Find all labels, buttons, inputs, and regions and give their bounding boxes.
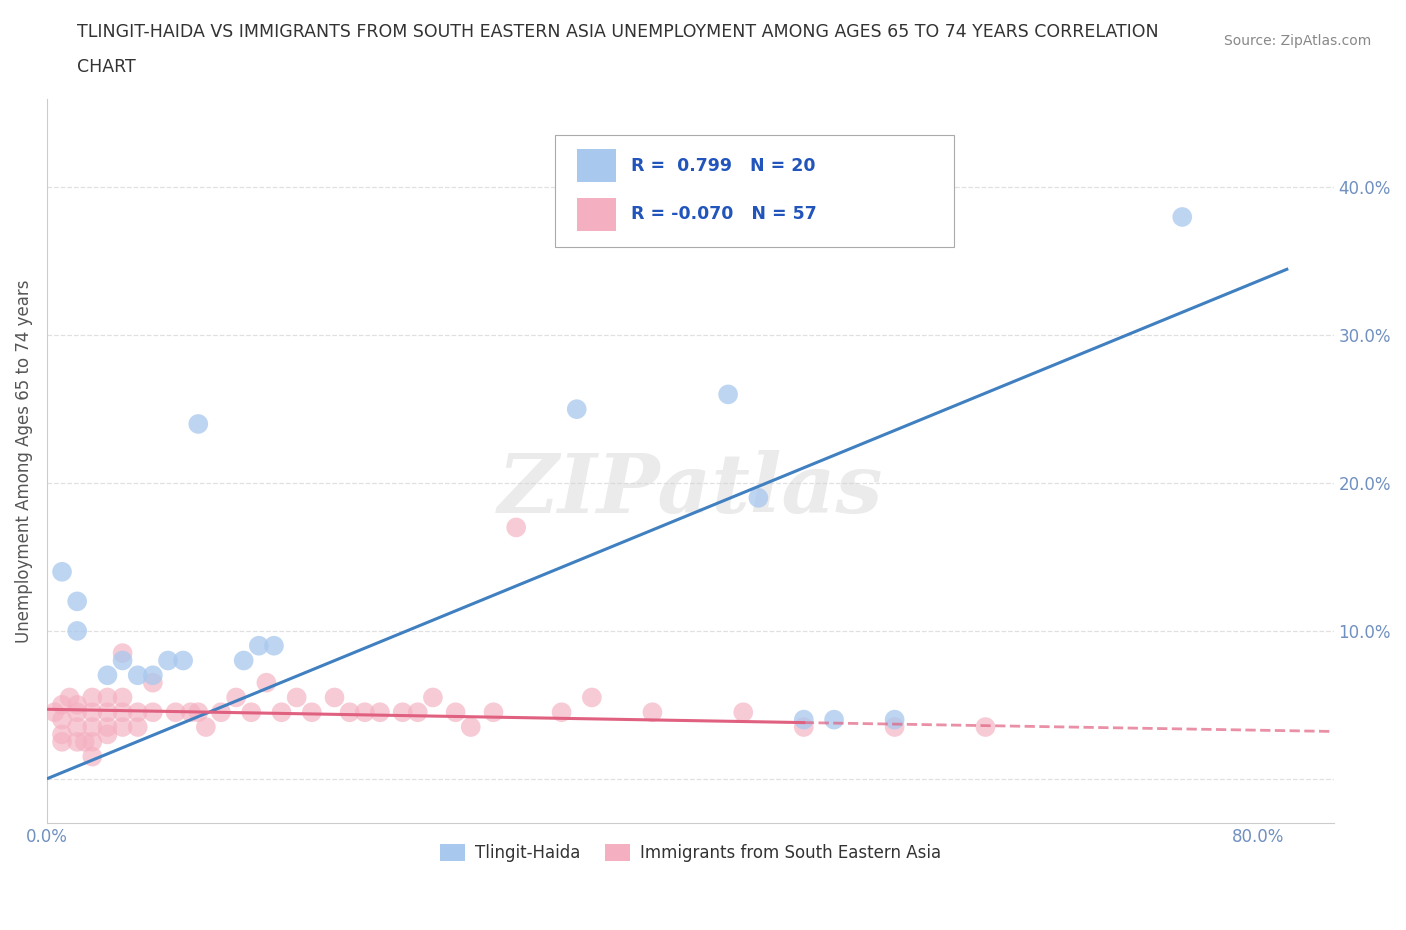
Text: R =  0.799   N = 20: R = 0.799 N = 20 [631,157,815,175]
Text: TLINGIT-HAIDA VS IMMIGRANTS FROM SOUTH EASTERN ASIA UNEMPLOYMENT AMONG AGES 65 T: TLINGIT-HAIDA VS IMMIGRANTS FROM SOUTH E… [77,23,1159,41]
Point [66,623,89,638]
Point [111,705,134,720]
Point [641,705,664,720]
FancyBboxPatch shape [576,150,616,182]
Point [225,690,247,705]
Point [66,720,89,735]
Point [96,720,118,735]
Point [44,705,66,720]
Point [172,653,194,668]
Point [96,668,118,683]
Point [1171,209,1194,224]
Legend: Tlingit-Haida, Immigrants from South Eastern Asia: Tlingit-Haida, Immigrants from South Eas… [433,838,948,870]
Point [733,705,755,720]
FancyBboxPatch shape [576,198,616,231]
Point [51,727,73,742]
Point [51,565,73,579]
Point [82,735,104,750]
Point [51,698,73,712]
Point [482,705,505,720]
Point [165,705,187,720]
Point [422,690,444,705]
Point [550,705,572,720]
Point [823,712,845,727]
Point [444,705,467,720]
Point [66,735,89,750]
Point [51,712,73,727]
Point [127,705,149,720]
Point [187,417,209,432]
Point [581,690,603,705]
Point [82,705,104,720]
Point [66,705,89,720]
Point [285,690,308,705]
Point [883,712,905,727]
Point [339,705,361,720]
Point [82,720,104,735]
Text: CHART: CHART [77,58,136,75]
Point [323,690,346,705]
Point [66,698,89,712]
Point [127,668,149,683]
Y-axis label: Unemployment Among Ages 65 to 74 years: Unemployment Among Ages 65 to 74 years [15,279,32,643]
Point [96,705,118,720]
Point [883,720,905,735]
Point [254,675,277,690]
Point [406,705,429,720]
Point [717,387,740,402]
Point [505,520,527,535]
Point [156,653,179,668]
Point [73,735,96,750]
Point [460,720,482,735]
Point [793,712,815,727]
Point [209,705,232,720]
Point [66,594,89,609]
Point [240,705,263,720]
Point [187,705,209,720]
Point [111,720,134,735]
Point [111,690,134,705]
Point [111,653,134,668]
Point [82,750,104,764]
Text: ZIPatlas: ZIPatlas [498,450,883,530]
Point [565,402,588,417]
Point [96,690,118,705]
Point [270,705,292,720]
Point [793,720,815,735]
Point [747,490,769,505]
Point [82,690,104,705]
Point [194,720,217,735]
Point [58,690,80,705]
Point [247,638,270,653]
Point [353,705,375,720]
Point [111,645,134,660]
Text: Source: ZipAtlas.com: Source: ZipAtlas.com [1223,34,1371,48]
Point [180,705,202,720]
Point [142,675,165,690]
Point [391,705,413,720]
Point [96,727,118,742]
Text: R = -0.070   N = 57: R = -0.070 N = 57 [631,206,817,223]
Point [142,668,165,683]
Point [232,653,254,668]
FancyBboxPatch shape [555,135,955,247]
Point [263,638,285,653]
Point [142,705,165,720]
Point [51,735,73,750]
Point [127,720,149,735]
Point [301,705,323,720]
Point [974,720,997,735]
Point [368,705,391,720]
